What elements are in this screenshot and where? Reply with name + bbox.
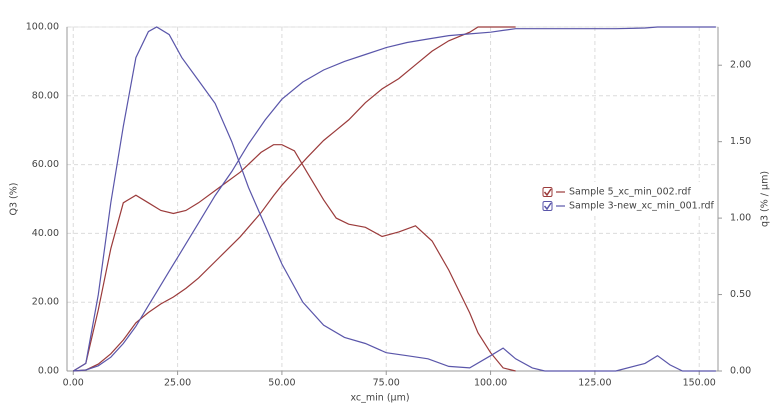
y2-tick-label: 1.50 (730, 136, 751, 147)
x-tick-label: 100.00 (474, 378, 507, 389)
y-tick-label: 40.00 (32, 228, 59, 239)
y2-tick-label: 2.00 (730, 60, 751, 71)
legend-label: Sample 5_xc_min_002.rdf (569, 187, 691, 198)
y-tick-label: 20.00 (32, 297, 59, 308)
x-tick-label: 75.00 (373, 378, 400, 389)
density-line (72, 144, 516, 372)
y-tick-label: 0.00 (38, 366, 59, 377)
y2-tick-label: 1.00 (730, 213, 751, 224)
x-tick-label: 25.00 (164, 378, 191, 389)
check-mark (543, 202, 552, 211)
y-tick-label: 80.00 (32, 90, 59, 101)
y2-axis-label: q3 (% / µm) (760, 171, 771, 227)
x-tick-label: 125.00 (578, 378, 611, 389)
density-line (72, 26, 716, 372)
legend-box (537, 182, 703, 214)
y2-tick-label: 0.50 (730, 289, 751, 300)
x-axis-label: xc_min (µm) (350, 393, 409, 404)
y2-tick-label: 0.00 (730, 366, 751, 377)
cumulative-line (73, 26, 716, 372)
cumulative-line (73, 26, 516, 372)
check-mark (543, 188, 552, 197)
legend-label: Sample 3-new_xc_min_001.rdf (569, 201, 715, 212)
x-tick-label: 150.00 (683, 378, 716, 389)
x-tick-label: 50.00 (268, 378, 295, 389)
x-tick-label: 0.00 (63, 378, 84, 389)
y-tick-label: 60.00 (32, 159, 59, 170)
y-axis-label: Q3 (%) (9, 183, 20, 216)
y-tick-label: 100.00 (26, 22, 59, 33)
